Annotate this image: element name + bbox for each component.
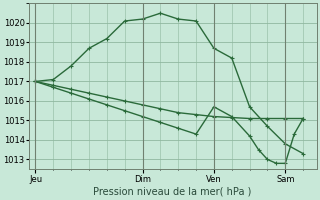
X-axis label: Pression niveau de la mer( hPa ): Pression niveau de la mer( hPa ): [93, 187, 252, 197]
